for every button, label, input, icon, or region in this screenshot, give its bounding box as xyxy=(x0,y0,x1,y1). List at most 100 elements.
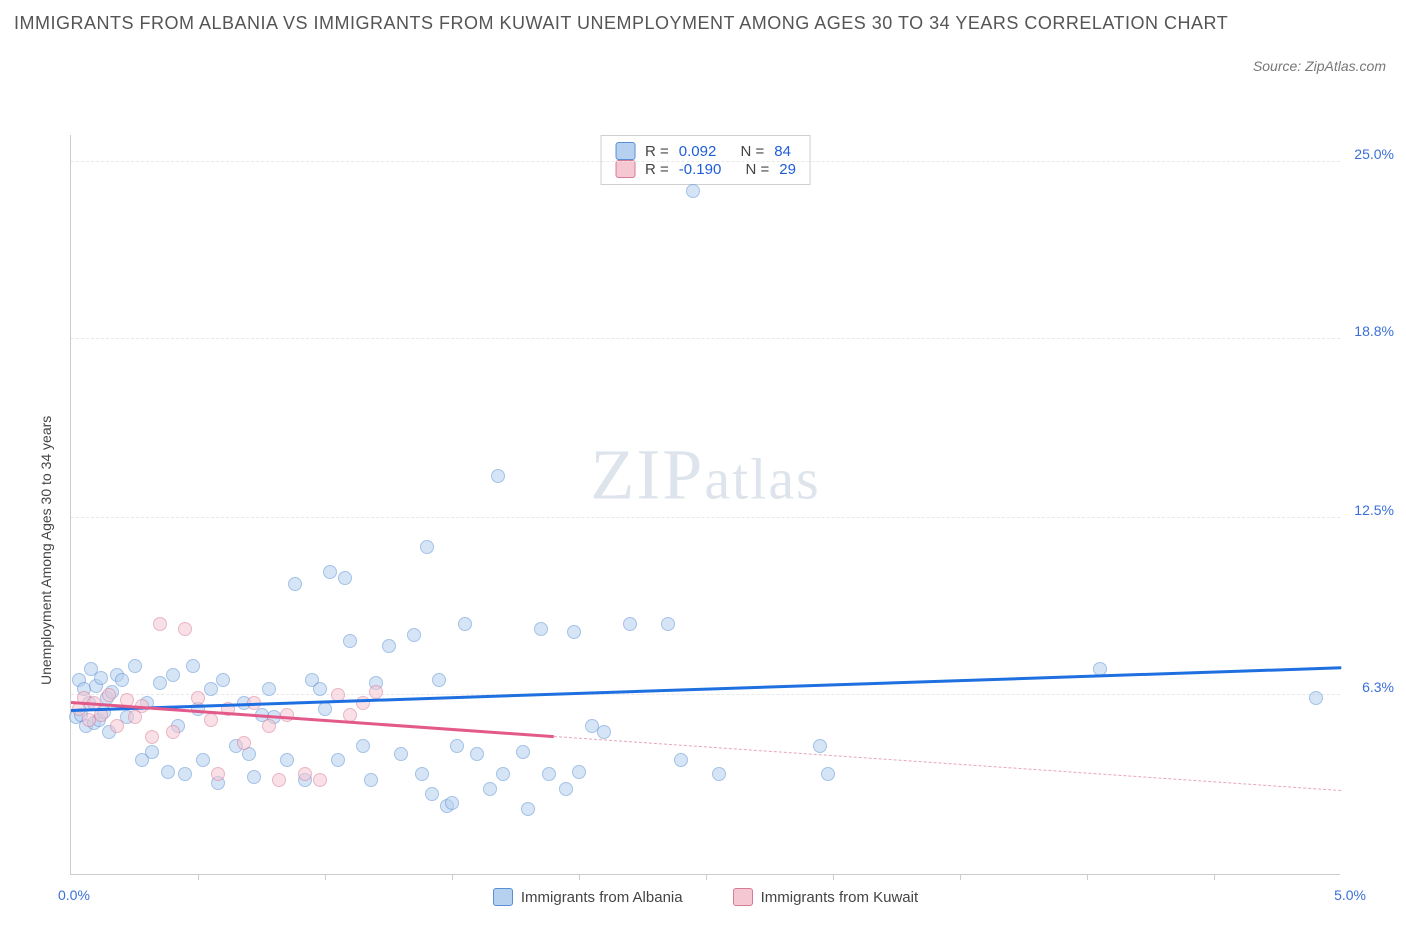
x-axis-max-label: 5.0% xyxy=(1334,887,1366,903)
legend-swatch-blue xyxy=(615,142,635,160)
data-point xyxy=(288,577,302,591)
n-value-albania: 84 xyxy=(774,143,791,160)
data-point xyxy=(338,571,352,585)
data-point xyxy=(813,739,827,753)
data-point xyxy=(110,719,124,733)
data-point xyxy=(313,682,327,696)
x-tick xyxy=(325,874,326,880)
data-point xyxy=(686,184,700,198)
data-point xyxy=(491,469,505,483)
data-point xyxy=(623,617,637,631)
n-label: N = xyxy=(746,161,770,178)
plot-area: ZIPatlas R = 0.092 N = 84 R = -0.190 N =… xyxy=(70,135,1340,875)
data-point xyxy=(496,767,510,781)
data-point xyxy=(445,796,459,810)
r-value-albania: 0.092 xyxy=(679,143,717,160)
watermark: ZIPatlas xyxy=(590,433,820,516)
gridline xyxy=(71,517,1340,518)
x-tick xyxy=(198,874,199,880)
data-point xyxy=(94,671,108,685)
data-point xyxy=(470,747,484,761)
data-point xyxy=(542,767,556,781)
data-point xyxy=(262,682,276,696)
data-point xyxy=(166,668,180,682)
data-point xyxy=(521,802,535,816)
legend-item-albania: Immigrants from Albania xyxy=(493,888,683,906)
x-tick xyxy=(833,874,834,880)
data-point xyxy=(115,673,129,687)
data-point xyxy=(534,622,548,636)
data-point xyxy=(382,639,396,653)
n-value-kuwait: 29 xyxy=(779,161,796,178)
data-point xyxy=(420,540,434,554)
trend-line-extrapolated xyxy=(554,736,1341,791)
data-point xyxy=(331,753,345,767)
data-point xyxy=(483,782,497,796)
data-point xyxy=(394,747,408,761)
watermark-zip: ZIP xyxy=(590,434,704,514)
data-point xyxy=(153,617,167,631)
data-point xyxy=(247,770,261,784)
data-point xyxy=(272,773,286,787)
y-tick-label: 18.8% xyxy=(1354,323,1394,339)
data-point xyxy=(313,773,327,787)
data-point xyxy=(516,745,530,759)
correlation-legend: R = 0.092 N = 84 R = -0.190 N = 29 xyxy=(600,135,811,185)
x-tick xyxy=(706,874,707,880)
data-point xyxy=(186,659,200,673)
x-axis-min-label: 0.0% xyxy=(58,887,90,903)
data-point xyxy=(661,617,675,631)
data-point xyxy=(145,730,159,744)
data-point xyxy=(407,628,421,642)
data-point xyxy=(318,702,332,716)
data-point xyxy=(1309,691,1323,705)
data-point xyxy=(712,767,726,781)
data-point xyxy=(216,673,230,687)
data-point xyxy=(128,659,142,673)
series-legend: Immigrants from Albania Immigrants from … xyxy=(71,888,1340,906)
y-tick-label: 12.5% xyxy=(1354,502,1394,518)
trend-line xyxy=(71,701,554,738)
data-point xyxy=(425,787,439,801)
data-point xyxy=(356,739,370,753)
data-point xyxy=(432,673,446,687)
legend-item-kuwait: Immigrants from Kuwait xyxy=(733,888,919,906)
gridline xyxy=(71,338,1340,339)
data-point xyxy=(153,676,167,690)
data-point xyxy=(211,767,225,781)
x-tick xyxy=(452,874,453,880)
data-point xyxy=(166,725,180,739)
data-point xyxy=(204,713,218,727)
data-point xyxy=(237,736,251,750)
r-label: R = xyxy=(645,161,669,178)
y-axis-title: Unemployment Among Ages 30 to 34 years xyxy=(38,416,54,685)
data-point xyxy=(323,565,337,579)
legend-label-kuwait: Immigrants from Kuwait xyxy=(761,889,919,906)
data-point xyxy=(298,767,312,781)
legend-row-kuwait: R = -0.190 N = 29 xyxy=(615,160,796,178)
data-point xyxy=(178,767,192,781)
data-point xyxy=(280,708,294,722)
x-tick xyxy=(1087,874,1088,880)
legend-label-albania: Immigrants from Albania xyxy=(521,889,683,906)
legend-swatch-blue-icon xyxy=(493,888,513,906)
data-point xyxy=(567,625,581,639)
data-point xyxy=(597,725,611,739)
legend-swatch-pink xyxy=(615,160,635,178)
data-point xyxy=(204,682,218,696)
n-label: N = xyxy=(741,143,765,160)
data-point xyxy=(674,753,688,767)
data-point xyxy=(161,765,175,779)
x-tick xyxy=(960,874,961,880)
gridline xyxy=(71,694,1340,695)
data-point xyxy=(191,691,205,705)
data-point xyxy=(415,767,429,781)
r-value-kuwait: -0.190 xyxy=(679,161,722,178)
data-point xyxy=(145,745,159,759)
legend-row-albania: R = 0.092 N = 84 xyxy=(615,142,796,160)
x-tick xyxy=(579,874,580,880)
data-point xyxy=(450,739,464,753)
data-point xyxy=(821,767,835,781)
data-point xyxy=(572,765,586,779)
y-tick-label: 6.3% xyxy=(1362,679,1394,695)
